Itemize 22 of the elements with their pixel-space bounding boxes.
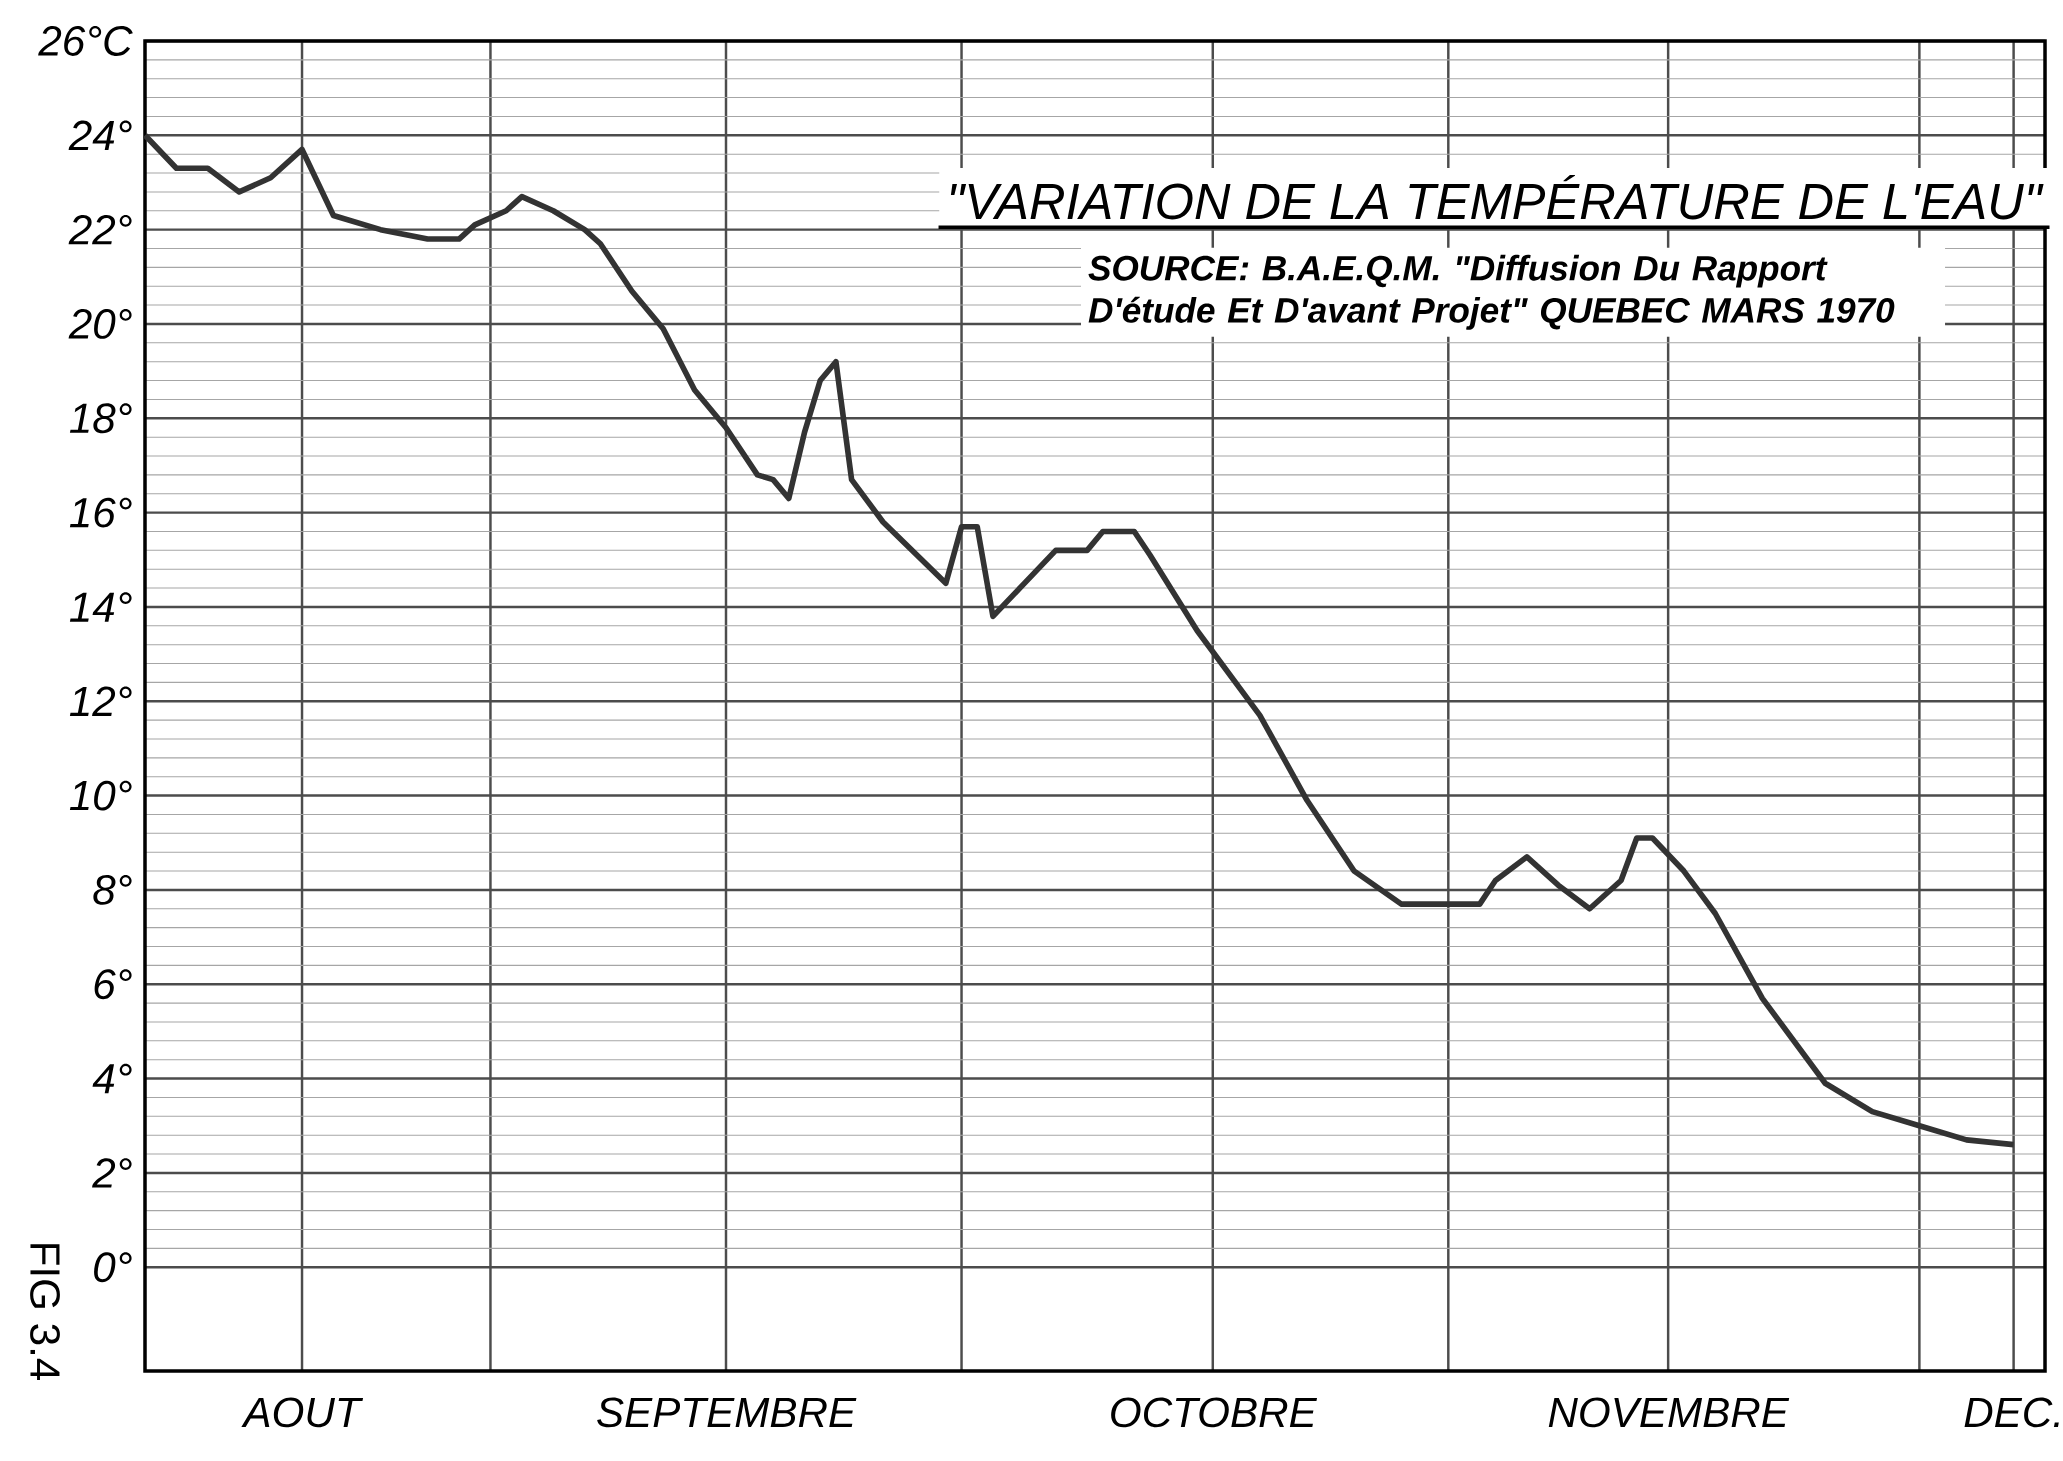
- y-tick-label: 8°: [93, 875, 132, 905]
- y-tick-label: 22°: [68, 214, 132, 245]
- x-tick-label: NOVEMBRE: [1548, 1397, 1790, 1428]
- y-tick-label: 20°: [68, 309, 132, 339]
- y-tick-label: 12°: [69, 686, 132, 716]
- y-tick-label: 10°: [69, 780, 132, 811]
- y-tick-label: 6°: [94, 969, 132, 1000]
- x-tick-label: DEC.: [1964, 1397, 2059, 1428]
- y-tick-label: 24°: [68, 120, 132, 151]
- annotation: SOURCE: B.A.E.Q.M. "Diffusion Du Rapport D'étude Et D'avant Projet" QUEBEC MARS 1970: [1088, 254, 1895, 330]
- y-tick-label: 14°: [69, 592, 132, 622]
- text: "VARIATION DE LA TEMPÉRATURE DE L'EAU": [950, 175, 2044, 220]
- y-tick-label: 26°C: [38, 26, 133, 56]
- y-tick-label: 4°: [92, 1063, 132, 1094]
- y-tick-label: 18°: [69, 403, 132, 434]
- x-tick-label: SEPTEMBRE: [597, 1397, 857, 1428]
- y-tick-label: 16°: [69, 497, 132, 528]
- x-tick-label: AOUT: [241, 1397, 364, 1428]
- y-tick-label: 2°: [92, 1158, 132, 1188]
- x-tick-label: OCTOBRE: [1111, 1397, 1318, 1428]
- caption: FIG 3.4: [30, 1244, 60, 1381]
- y-tick-label: 0°: [94, 1252, 132, 1283]
